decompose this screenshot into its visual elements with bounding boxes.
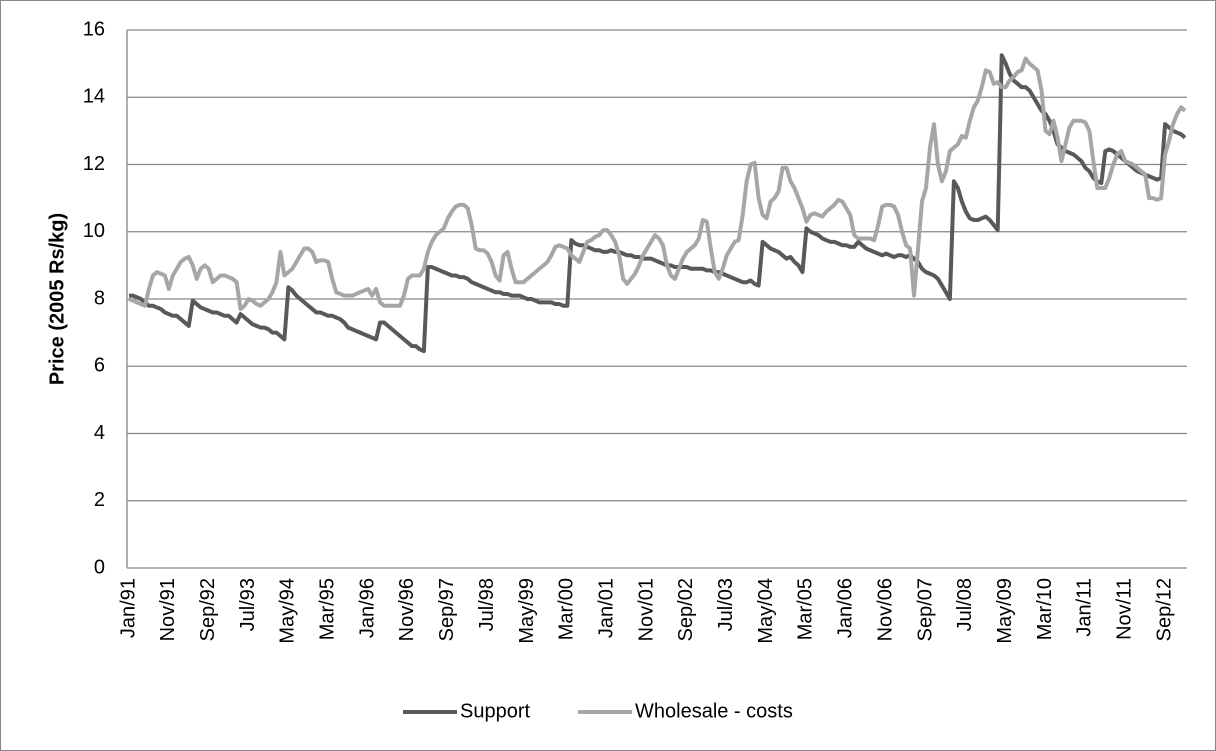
x-tick-label: Jan/06 <box>835 578 857 638</box>
x-tick-label: Jan/91 <box>117 578 139 638</box>
legend-label: Support <box>460 700 530 722</box>
x-tick-label: Mar/10 <box>1034 578 1056 640</box>
x-tick-label: May/04 <box>755 578 777 644</box>
x-tick-label: May/94 <box>277 578 299 644</box>
y-axis-label: Price (2005 Rs/kg) <box>46 213 68 385</box>
x-tick-label: Mar/95 <box>317 578 339 640</box>
y-tick-label: 2 <box>94 489 105 511</box>
y-tick-label: 6 <box>94 355 105 377</box>
x-tick-label: Sep/02 <box>675 578 697 641</box>
y-tick-label: 16 <box>83 18 105 40</box>
x-tick-label: Mar/00 <box>556 578 578 640</box>
x-tick-label: Nov/96 <box>396 578 418 641</box>
x-tick-label: Jan/11 <box>1074 578 1096 637</box>
series-line <box>128 56 1187 312</box>
x-tick-label: Mar/05 <box>795 578 817 640</box>
x-tick-label: Jul/93 <box>237 578 259 631</box>
x-tick-label: Nov/11 <box>1114 578 1136 640</box>
x-tick-label: Jul/03 <box>715 578 737 631</box>
y-tick-label: 8 <box>94 287 105 309</box>
x-tick-label: Sep/97 <box>436 578 458 641</box>
x-tick-label: Jul/08 <box>954 578 976 631</box>
x-tick-label: Sep/92 <box>197 578 219 641</box>
x-tick-label: Jan/01 <box>595 578 617 638</box>
y-tick-label: 4 <box>94 422 105 444</box>
y-tick-label: 10 <box>83 220 105 242</box>
y-tick-label: 0 <box>94 556 105 578</box>
legend-label: Wholesale - costs <box>635 700 793 722</box>
x-tick-label: Sep/12 <box>1153 578 1175 641</box>
y-tick-label: 14 <box>83 86 105 108</box>
x-tick-label: Jul/98 <box>476 578 498 631</box>
x-tick-label: Nov/06 <box>874 578 896 641</box>
x-tick-label: Nov/91 <box>157 578 179 641</box>
y-tick-label: 12 <box>83 153 105 175</box>
x-tick-label: Jan/96 <box>356 578 378 638</box>
x-tick-label: May/09 <box>994 578 1016 644</box>
x-tick-label: May/99 <box>516 578 538 644</box>
series-line <box>128 53 1187 354</box>
x-tick-label: Sep/07 <box>914 578 936 641</box>
x-tick-label: Nov/01 <box>635 578 657 641</box>
